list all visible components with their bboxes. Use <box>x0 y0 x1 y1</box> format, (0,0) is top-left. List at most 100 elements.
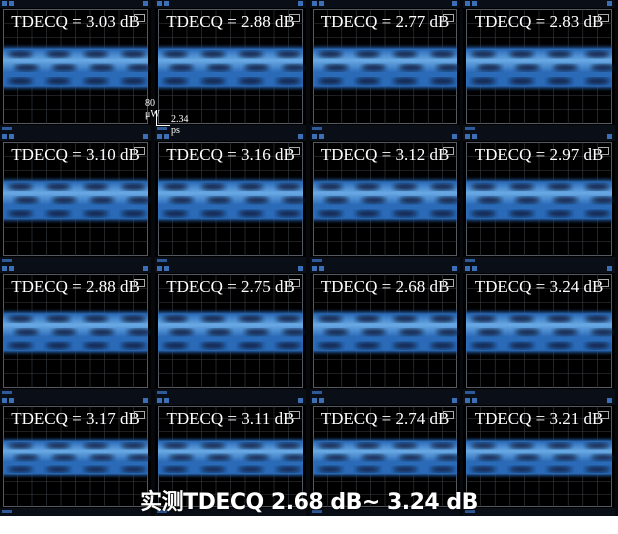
eye-opening <box>83 77 109 85</box>
vertical-scale-axis <box>156 110 157 126</box>
eye-opening <box>276 442 301 449</box>
eye-opening <box>324 64 349 72</box>
eye-opening <box>471 315 496 323</box>
eye-opening <box>361 328 386 336</box>
tdecq-label: TDECQ = 3.17 dB <box>11 409 140 428</box>
eye-opening <box>276 183 301 191</box>
eye-opening <box>318 342 343 349</box>
panel-footer <box>0 257 151 265</box>
panel-footer <box>310 257 460 265</box>
eye-opening <box>282 64 306 72</box>
eye-opening <box>8 315 33 323</box>
eye-opening <box>398 328 424 336</box>
eye-opening <box>127 328 151 336</box>
eye-opening <box>361 64 386 72</box>
eye-opening <box>590 454 615 461</box>
eye-opening <box>355 442 380 449</box>
eye-opening <box>584 342 610 349</box>
tdecq-label: TDECQ = 3.16 dB <box>166 145 295 164</box>
eye-opening <box>584 50 610 58</box>
eye-opening <box>163 77 188 85</box>
eye-opening <box>121 342 146 349</box>
panel-header <box>463 133 615 141</box>
eye-opening <box>471 442 496 449</box>
eye-opening <box>324 196 349 204</box>
eye-opening <box>509 210 534 217</box>
eye-opening <box>318 315 343 323</box>
panel-header <box>463 397 615 405</box>
eye-opening <box>477 454 502 461</box>
panel-header <box>310 133 460 141</box>
eye-opening <box>238 183 264 191</box>
eye-opening <box>163 183 188 191</box>
eye-opening <box>51 454 77 461</box>
eye-opening <box>8 50 33 58</box>
eye-opening <box>398 454 424 461</box>
panel-header <box>155 133 306 141</box>
panel-footer <box>155 508 306 516</box>
eye-opening <box>590 328 615 336</box>
eye-opening <box>238 315 264 323</box>
panel-footer <box>155 389 306 397</box>
eye-opening <box>547 342 572 349</box>
eye-opening <box>430 442 455 449</box>
eye-opening <box>276 315 301 323</box>
eye-opening <box>206 196 232 204</box>
eye-opening <box>590 196 615 204</box>
eye-opening <box>200 50 226 58</box>
measurement-badge <box>443 279 454 287</box>
eye-diagram <box>313 142 460 256</box>
eye-opening <box>392 315 418 323</box>
eye-opening <box>318 77 343 85</box>
panel-footer <box>310 389 460 397</box>
eye-diagram-panel: TDECQ = 3.12 dB <box>310 133 460 265</box>
eye-diagram-panel: TDECQ = 3.17 dB <box>0 397 151 516</box>
eye-opening <box>163 342 188 349</box>
eye-opening <box>121 442 146 449</box>
eye-opening <box>89 64 115 72</box>
eye-opening <box>121 183 146 191</box>
eye-opening <box>244 64 270 72</box>
eye-opening <box>398 196 424 204</box>
eye-opening <box>392 50 418 58</box>
eye-diagram <box>466 274 615 388</box>
eye-opening <box>471 342 496 349</box>
eye-diagram <box>3 142 151 256</box>
eye-opening <box>45 77 71 85</box>
eye-opening <box>8 77 33 85</box>
eye-opening <box>584 183 610 191</box>
eye-diagram-panel: TDECQ = 2.97 dB <box>463 133 615 265</box>
measurement-badge <box>598 279 609 287</box>
eye-diagram <box>158 142 306 256</box>
eye-opening <box>547 183 572 191</box>
eye-opening <box>392 210 418 217</box>
eye-opening <box>121 210 146 217</box>
eye-opening <box>392 342 418 349</box>
eye-opening <box>45 342 71 349</box>
measurement-badge <box>598 14 609 22</box>
eye-opening <box>8 466 33 473</box>
eye-opening <box>206 328 232 336</box>
eye-diagram-panel: TDECQ = 3.10 dB <box>0 133 151 265</box>
eye-opening <box>318 210 343 217</box>
eye-opening <box>436 328 460 336</box>
measurement-badge <box>598 147 609 155</box>
eye-opening <box>392 466 418 473</box>
eye-opening <box>477 328 502 336</box>
eye-opening <box>324 454 349 461</box>
eye-opening <box>121 77 146 85</box>
eye-opening <box>8 342 33 349</box>
measurement-badge <box>289 279 300 287</box>
eye-diagram-panel: TDECQ = 2.88 dB <box>155 0 306 133</box>
eye-opening <box>14 196 39 204</box>
measurement-badge <box>289 14 300 22</box>
eye-opening <box>206 454 232 461</box>
eye-opening <box>169 196 194 204</box>
eye-opening <box>238 466 264 473</box>
eye-opening <box>89 328 115 336</box>
eye-opening <box>45 50 71 58</box>
eye-opening <box>355 183 380 191</box>
panel-footer <box>463 389 615 397</box>
measurement-badge <box>134 147 145 155</box>
panel-header <box>463 0 615 8</box>
